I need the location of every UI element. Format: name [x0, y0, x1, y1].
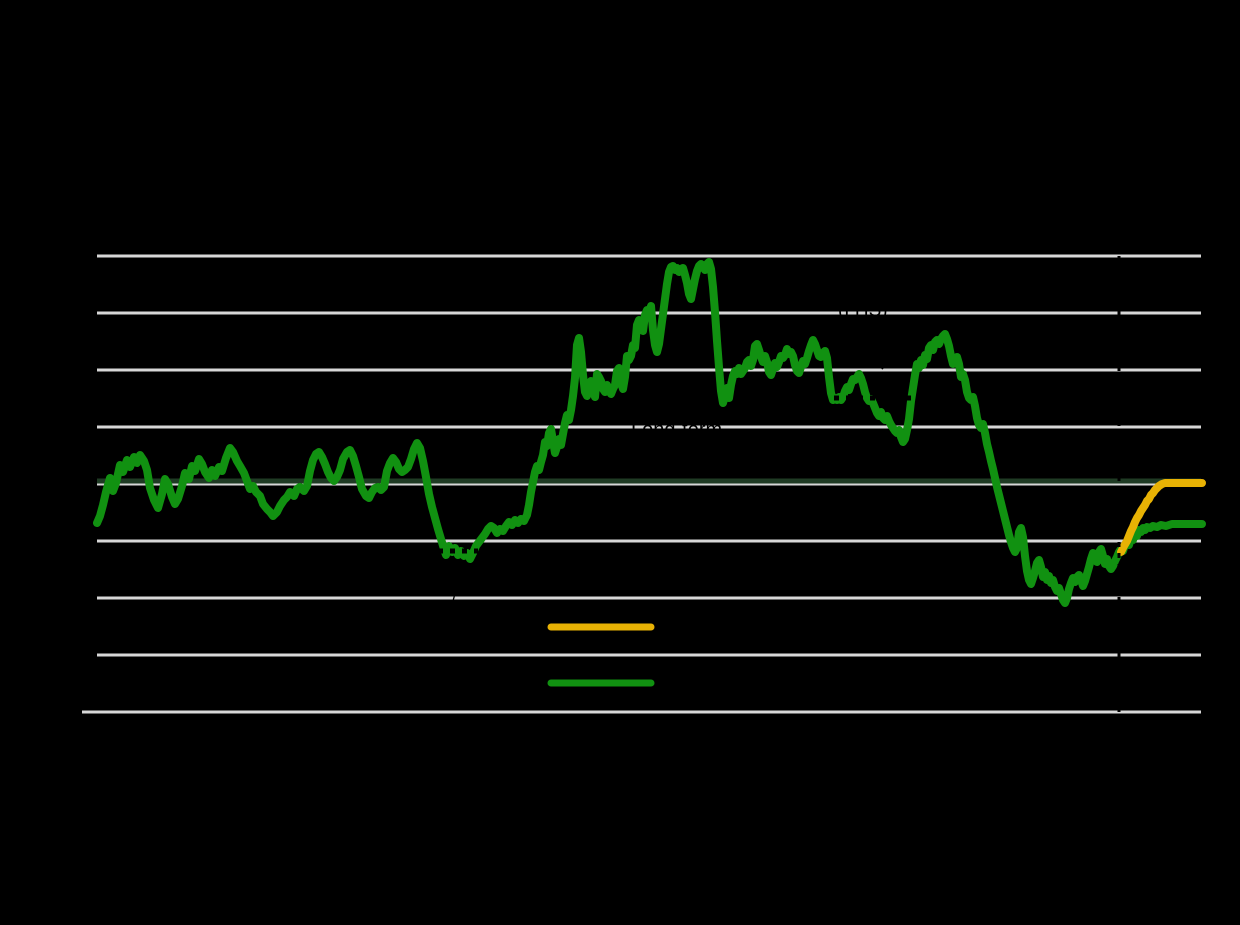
annotation-arrowhead — [871, 357, 883, 369]
historical-line — [93, 258, 1206, 607]
forecast-line — [1117, 479, 1206, 556]
annotation-slash-glyph: / — [452, 587, 457, 606]
chart-layers — [82, 254, 1206, 714]
annotation-long-term-label: Long-term — [631, 419, 722, 441]
annotation-lhs-label: (LHS) — [838, 300, 888, 321]
annotation-arrowhead — [713, 464, 725, 476]
